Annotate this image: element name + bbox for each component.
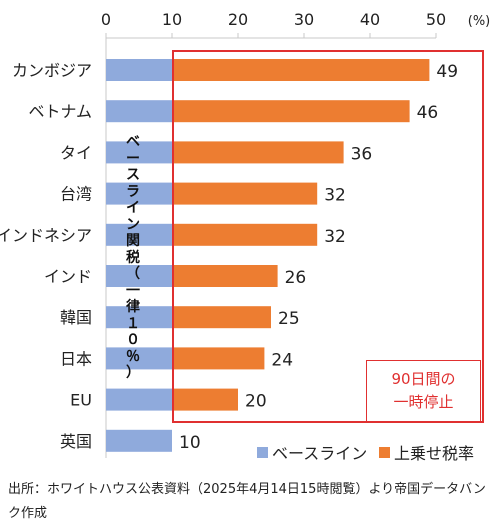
baseline-annotation-char: 律 bbox=[126, 299, 140, 315]
data-label: 32 bbox=[324, 227, 346, 247]
pause-note-line-1: 90日間の bbox=[391, 370, 456, 388]
source-note: 出所：ホワイトハウス公表資料（2025年4月14日15時閲覧）より帝国データバン… bbox=[8, 482, 486, 521]
data-label: 10 bbox=[179, 433, 201, 453]
data-label: 46 bbox=[417, 103, 439, 123]
data-label: 49 bbox=[436, 62, 458, 82]
bar-added bbox=[172, 223, 318, 246]
baseline-annotation-char: ） bbox=[126, 365, 140, 381]
baseline-annotation-char: 税 bbox=[126, 249, 140, 266]
x-axis-ticks: 0 10 20 30 40 50 (%) bbox=[101, 10, 490, 29]
bars bbox=[106, 59, 430, 452]
category-label: 日本 bbox=[60, 349, 92, 368]
baseline-annotation-char: 関 bbox=[126, 233, 140, 249]
data-labels: 49 46 36 32 32 26 25 24 20 10 bbox=[179, 62, 458, 453]
baseline-annotation-char: ベ bbox=[126, 134, 140, 150]
x-tick-label: 0 bbox=[101, 10, 111, 29]
bar-added bbox=[172, 265, 278, 287]
data-label: 36 bbox=[351, 144, 373, 164]
bar-baseline bbox=[106, 223, 172, 246]
x-tick-label: 10 bbox=[162, 10, 182, 29]
category-label: EU bbox=[70, 391, 92, 410]
bar-added bbox=[172, 306, 271, 329]
x-unit-label: (%) bbox=[468, 14, 491, 29]
bar-added bbox=[172, 347, 265, 370]
legend-added-swatch bbox=[379, 446, 390, 458]
data-label: 25 bbox=[278, 309, 300, 329]
bar-baseline bbox=[106, 388, 172, 411]
legend-baseline-label: ベースライン bbox=[272, 444, 368, 463]
bar-baseline bbox=[106, 141, 172, 164]
data-label: 32 bbox=[324, 186, 346, 206]
category-label: 英国 bbox=[60, 432, 92, 451]
data-label: 24 bbox=[271, 350, 293, 370]
baseline-annotation-char: （ bbox=[126, 266, 140, 282]
category-label: インド bbox=[44, 267, 92, 286]
category-label: 韓国 bbox=[60, 308, 92, 327]
baseline-annotation: ベースライン関税（一律 １ ０ ％） bbox=[123, 134, 143, 382]
x-tick-label: 40 bbox=[360, 10, 380, 29]
category-label: カンボジア bbox=[12, 61, 92, 80]
bar-baseline bbox=[106, 306, 172, 329]
bar-added bbox=[172, 388, 238, 411]
bar-baseline bbox=[106, 347, 172, 370]
legend-baseline: ベースライン bbox=[257, 440, 367, 464]
bar-baseline bbox=[106, 59, 172, 81]
baseline-annotation-char: ラ bbox=[126, 183, 140, 200]
baseline-annotation-char: １ bbox=[126, 315, 140, 332]
baseline-annotation-char: ％ bbox=[126, 348, 140, 365]
bar-added bbox=[172, 100, 410, 123]
bar-added bbox=[172, 182, 318, 205]
data-label: 20 bbox=[245, 392, 267, 412]
baseline-annotation-char: ン bbox=[126, 216, 140, 233]
x-tick-label: 20 bbox=[228, 10, 248, 29]
x-tick-label: 30 bbox=[294, 10, 314, 29]
baseline-annotation-char: ０ bbox=[126, 332, 140, 348]
baseline-annotation-char: イ bbox=[126, 200, 140, 216]
legend-added: 上乗せ税率 bbox=[379, 440, 474, 464]
legend-added-label: 上乗せ税率 bbox=[394, 444, 475, 463]
category-label: タイ bbox=[60, 143, 92, 162]
category-label: インドネシア bbox=[0, 226, 92, 245]
data-label: 26 bbox=[285, 268, 307, 288]
bar-added bbox=[172, 59, 430, 81]
bar-baseline bbox=[106, 265, 172, 287]
baseline-annotation-char: ー bbox=[126, 150, 140, 167]
highlight-box bbox=[172, 50, 484, 423]
bar-baseline bbox=[106, 182, 172, 205]
bar-baseline bbox=[106, 100, 172, 123]
baseline-annotation-char: ス bbox=[126, 167, 140, 183]
legend-baseline-swatch bbox=[257, 446, 268, 458]
category-label: ベトナム bbox=[28, 102, 92, 121]
pause-note-line-2: 一時停止 bbox=[393, 393, 454, 411]
category-label: 台湾 bbox=[60, 185, 92, 204]
baseline-annotation-char: 一 bbox=[126, 282, 140, 299]
bar-added bbox=[172, 141, 344, 164]
x-tick-label: 50 bbox=[426, 10, 446, 29]
pause-note: 90日間の 一時停止 bbox=[366, 360, 481, 422]
bar-baseline bbox=[106, 429, 172, 452]
